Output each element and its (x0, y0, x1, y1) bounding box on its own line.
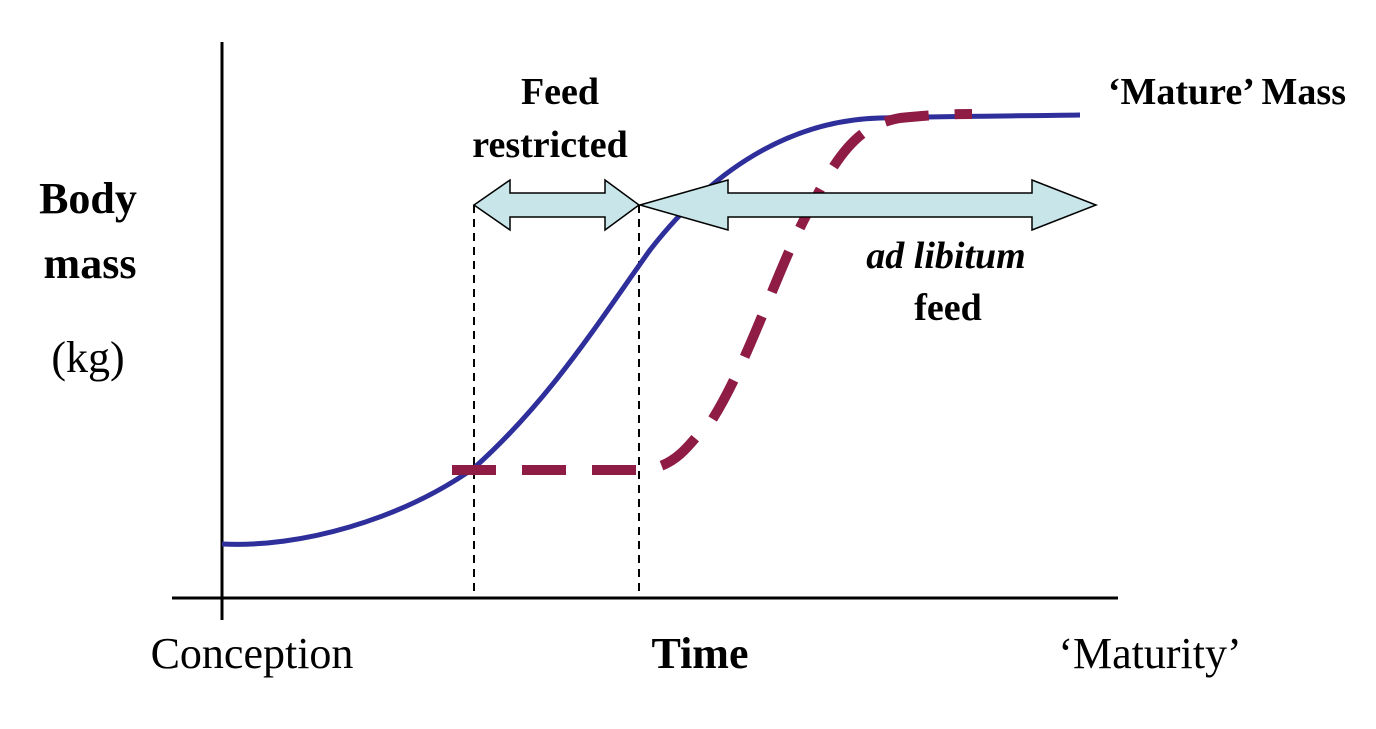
x-axis-start-label: Conception (151, 629, 354, 678)
feed-restricted-arrow (472, 178, 641, 232)
feed-restricted-label-line2: restricted (472, 124, 627, 166)
ad-libitum-label-line1: ad libitum (866, 235, 1025, 277)
x-axis-end-label: ‘Maturity’ (1058, 629, 1241, 678)
ad-libitum-label-line2: feed (914, 287, 982, 329)
y-axis-label-line2: mass (44, 239, 137, 288)
mature-mass-label: ‘Mature’ Mass (1108, 71, 1346, 113)
y-axis-label-line1: Body (39, 174, 137, 223)
normal-growth-curve (221, 112, 1081, 547)
y-axis-unit: (kg) (51, 333, 124, 382)
x-axis-title: Time (652, 629, 749, 678)
compensatory-growth-curve (452, 109, 973, 475)
feed-restricted-label-line1: Feed (521, 71, 599, 113)
ad-libitum-arrow (637, 178, 1099, 232)
